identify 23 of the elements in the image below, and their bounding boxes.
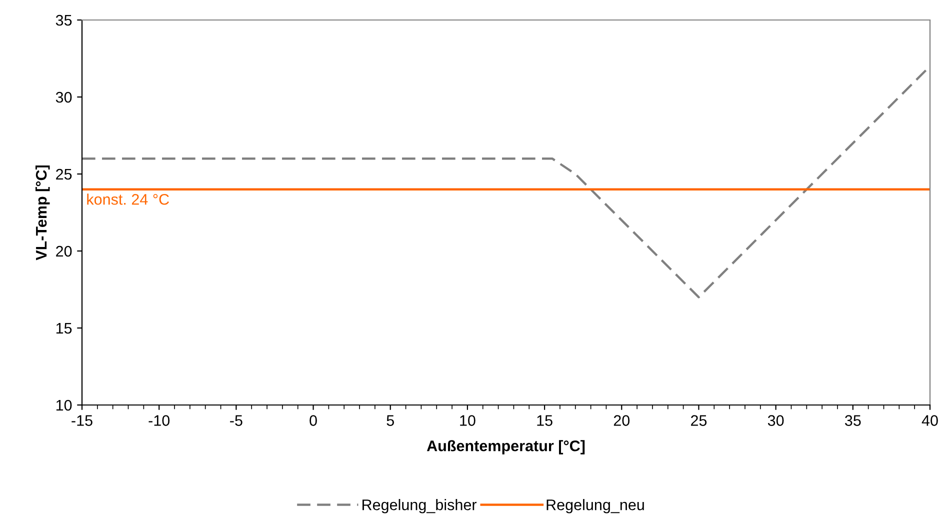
legend-label: Regelung_bisher: [362, 499, 477, 514]
y-axis-title: VL-Temp [°C]: [35, 165, 50, 260]
x-tick-label: 10: [460, 415, 476, 426]
y-tick-label: 15: [56, 323, 72, 334]
x-tick-label: -10: [148, 415, 170, 426]
x-axis-title: Außentemperatur [°C]: [426, 440, 585, 454]
x-tick-label: 15: [537, 415, 552, 426]
x-tick-label: 0: [310, 415, 317, 426]
legend-label: Regelung_neu: [546, 499, 644, 514]
x-tick-label: -15: [72, 415, 92, 426]
x-tick-label: -5: [230, 415, 242, 426]
y-tick-label: 35: [56, 14, 72, 26]
y-tick-label: 25: [56, 168, 72, 180]
x-tick-label: 5: [386, 415, 394, 426]
x-tick-label: 35: [844, 415, 861, 426]
x-tick-label: 25: [691, 415, 707, 426]
y-tick-label: 30: [56, 92, 72, 103]
x-tick-label: 20: [614, 415, 630, 426]
x-tick-label: 30: [768, 415, 784, 426]
annotation: konst. 24 °C: [87, 194, 169, 205]
y-tick-label: 20: [56, 246, 72, 257]
x-tick-label: 40: [922, 415, 938, 426]
y-tick-label: 10: [56, 400, 72, 411]
